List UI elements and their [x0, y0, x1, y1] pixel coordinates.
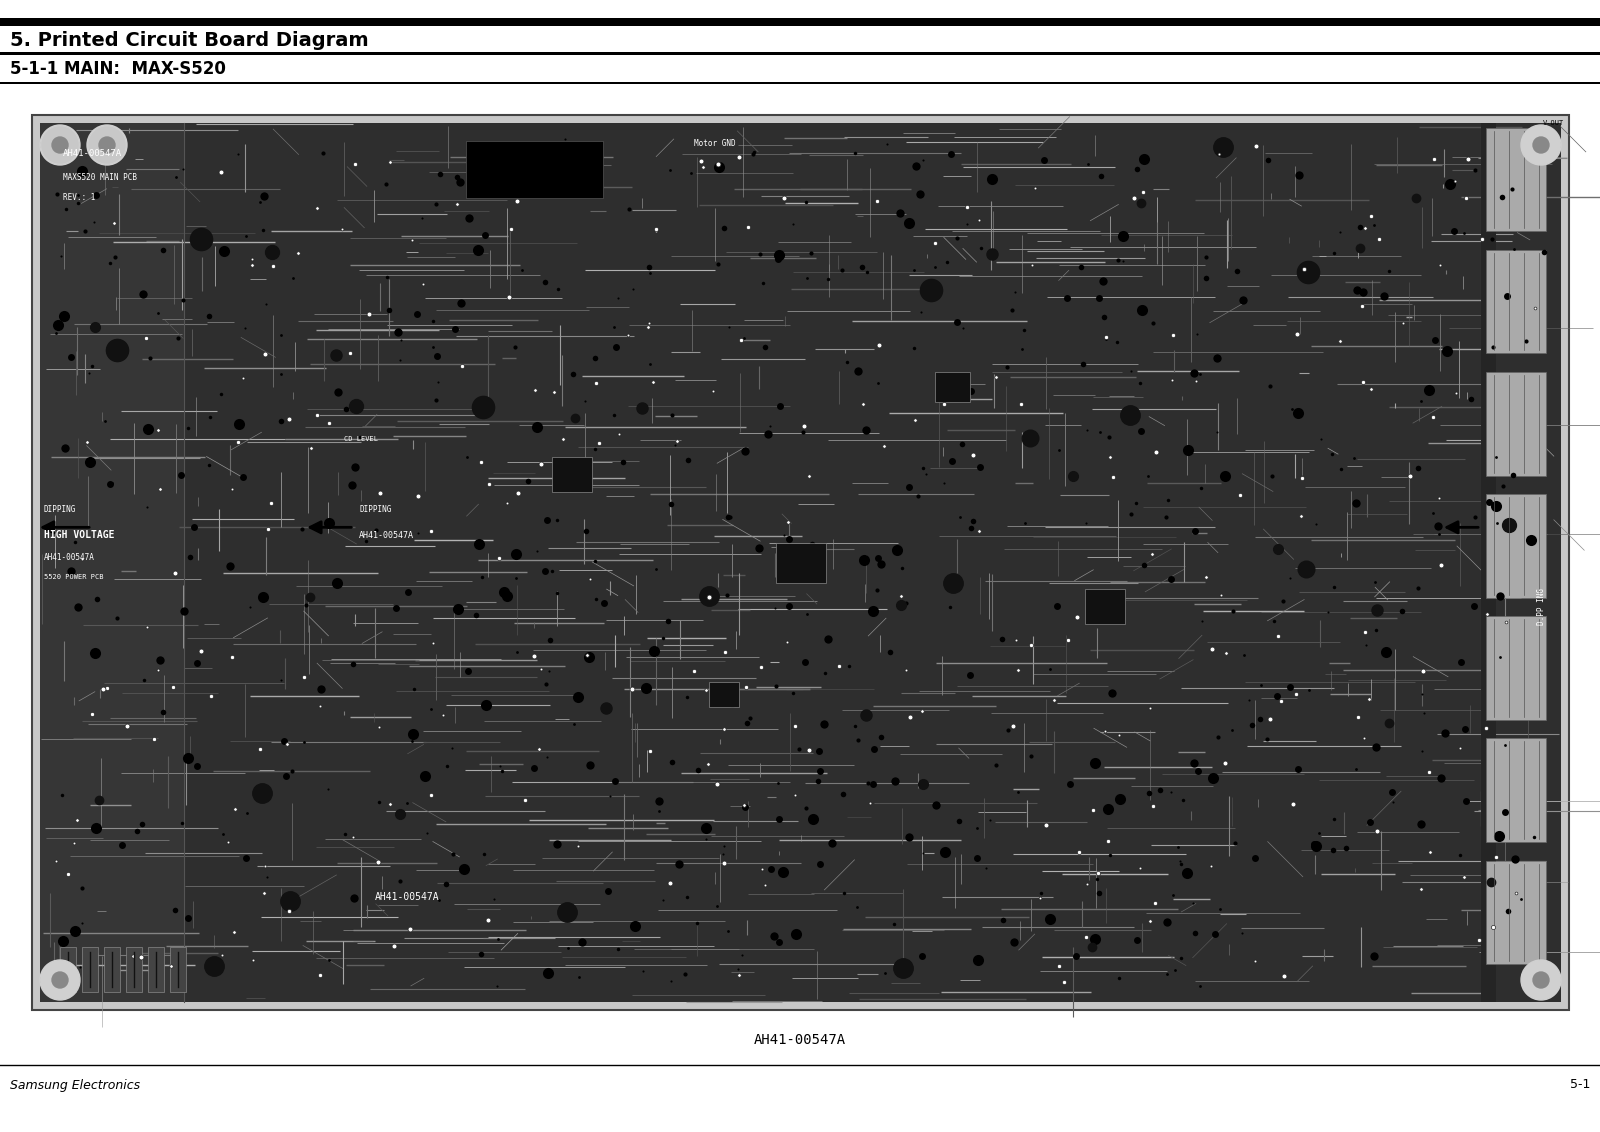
Bar: [32, 115, 1570, 1010]
Circle shape: [1533, 972, 1549, 988]
Bar: [1486, 738, 1546, 842]
Text: AH41-00547A: AH41-00547A: [374, 892, 440, 901]
Bar: [104, 947, 120, 992]
Bar: [40, 123, 184, 1002]
Bar: [126, 947, 142, 992]
Bar: [82, 947, 98, 992]
Bar: [40, 123, 1562, 1002]
Text: D.PP ING: D.PP ING: [1536, 588, 1546, 625]
Circle shape: [40, 125, 80, 165]
Bar: [61, 947, 77, 992]
Bar: [1486, 372, 1546, 475]
Text: DIPPING: DIPPING: [45, 505, 77, 514]
Bar: [0, 82, 1600, 84]
Circle shape: [51, 972, 67, 988]
Text: AH41-00547A: AH41-00547A: [358, 531, 414, 540]
Text: HIGH VOLTAGE: HIGH VOLTAGE: [45, 530, 115, 540]
Bar: [1486, 495, 1546, 598]
Bar: [0, 18, 1600, 26]
Bar: [1486, 616, 1546, 720]
Text: 5-1-1 MAIN:  MAX-S520: 5-1-1 MAIN: MAX-S520: [10, 60, 226, 78]
Circle shape: [1522, 125, 1562, 165]
Text: 5-1: 5-1: [1570, 1079, 1590, 1091]
Text: 5. Printed Circuit Board Diagram: 5. Printed Circuit Board Diagram: [10, 31, 368, 50]
Bar: [1486, 250, 1546, 353]
Bar: [0, 52, 1600, 55]
Circle shape: [42, 127, 78, 163]
Bar: [1085, 589, 1125, 624]
Bar: [709, 681, 739, 706]
Circle shape: [90, 127, 125, 163]
Text: MAXS520 MAIN PCB: MAXS520 MAIN PCB: [62, 173, 138, 182]
Text: 5520 POWER PCB: 5520 POWER PCB: [45, 574, 104, 581]
Circle shape: [51, 137, 67, 153]
Circle shape: [86, 125, 126, 165]
Bar: [552, 457, 592, 492]
Bar: [934, 371, 970, 402]
Text: AH41-00547A: AH41-00547A: [45, 552, 94, 561]
Bar: [147, 947, 165, 992]
Circle shape: [40, 960, 80, 1000]
Text: DIPPING: DIPPING: [358, 505, 392, 514]
Circle shape: [1522, 960, 1562, 1000]
Text: V-OUT: V-OUT: [1542, 120, 1565, 126]
Text: Samsung Electronics: Samsung Electronics: [10, 1079, 141, 1091]
Bar: [1482, 123, 1496, 1002]
Bar: [170, 947, 186, 992]
Text: AH41-00547A: AH41-00547A: [62, 148, 122, 157]
Bar: [466, 140, 603, 198]
Circle shape: [99, 137, 115, 153]
Text: AH41-00547A: AH41-00547A: [754, 1034, 846, 1047]
Bar: [776, 542, 826, 583]
Text: Motor GND: Motor GND: [694, 138, 736, 147]
Text: REV.: 1: REV.: 1: [62, 194, 94, 203]
Bar: [1486, 128, 1546, 231]
Circle shape: [1533, 137, 1549, 153]
Bar: [1486, 860, 1546, 964]
Text: CD LEVEL: CD LEVEL: [344, 437, 378, 443]
